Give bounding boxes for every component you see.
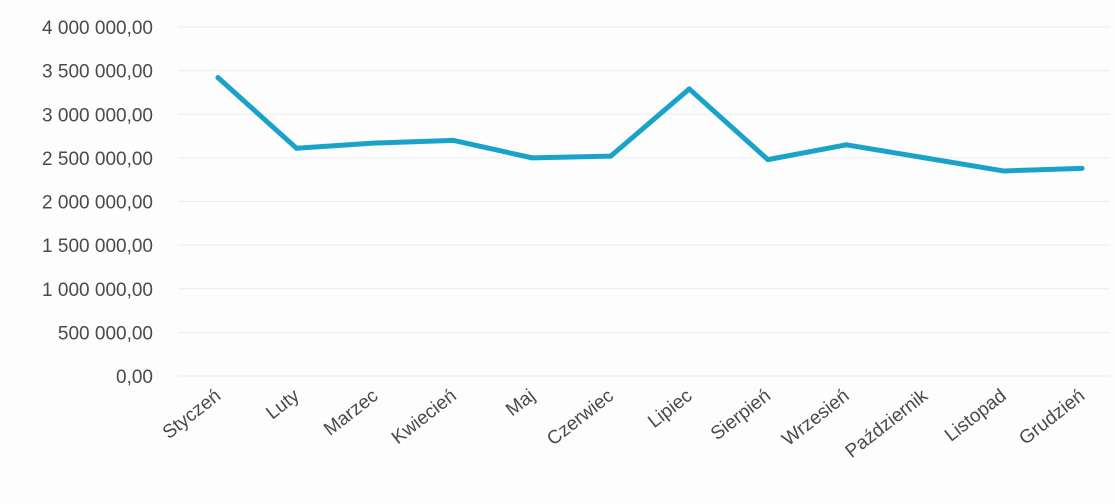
y-tick-label: 4 000 000,00 bbox=[42, 18, 153, 39]
x-tick-label: Listopad bbox=[941, 385, 1011, 446]
data-point bbox=[765, 157, 771, 163]
x-tick-label: Październik bbox=[842, 385, 933, 462]
y-tick-label: 0,00 bbox=[116, 367, 153, 388]
y-tick-label: 2 500 000,00 bbox=[42, 149, 153, 170]
series-line bbox=[215, 75, 1085, 174]
y-tick-label: 3 000 000,00 bbox=[42, 105, 153, 126]
y-tick-label: 500 000,00 bbox=[58, 323, 153, 344]
x-tick-label: Wrzesień bbox=[778, 385, 853, 450]
data-point bbox=[1000, 168, 1006, 174]
data-point bbox=[372, 140, 378, 146]
x-tick-label: Grudzień bbox=[1015, 385, 1089, 449]
x-tick-label: Sierpień bbox=[707, 385, 775, 444]
data-point bbox=[451, 137, 457, 143]
x-tick-label: Luty bbox=[262, 385, 304, 424]
y-tick-label: 1 500 000,00 bbox=[42, 236, 153, 257]
data-point bbox=[529, 155, 535, 161]
y-tick-label: 2 000 000,00 bbox=[42, 193, 153, 214]
data-point bbox=[1079, 165, 1085, 171]
data-point bbox=[608, 153, 614, 159]
x-tick-label: Maj bbox=[502, 385, 539, 420]
y-tick-label: 3 500 000,00 bbox=[42, 62, 153, 83]
data-point bbox=[922, 155, 928, 161]
data-point bbox=[686, 86, 692, 92]
x-tick-label: Czerwiec bbox=[543, 385, 617, 450]
data-point bbox=[294, 145, 300, 151]
y-tick-label: 1 000 000,00 bbox=[42, 280, 153, 301]
x-tick-label: Styczeń bbox=[159, 385, 225, 443]
x-tick-label: Marzec bbox=[320, 385, 382, 440]
data-point bbox=[843, 142, 849, 148]
data-point bbox=[215, 75, 221, 81]
x-tick-label: Lipiec bbox=[644, 385, 696, 432]
x-tick-label: Kwiecień bbox=[388, 385, 461, 448]
